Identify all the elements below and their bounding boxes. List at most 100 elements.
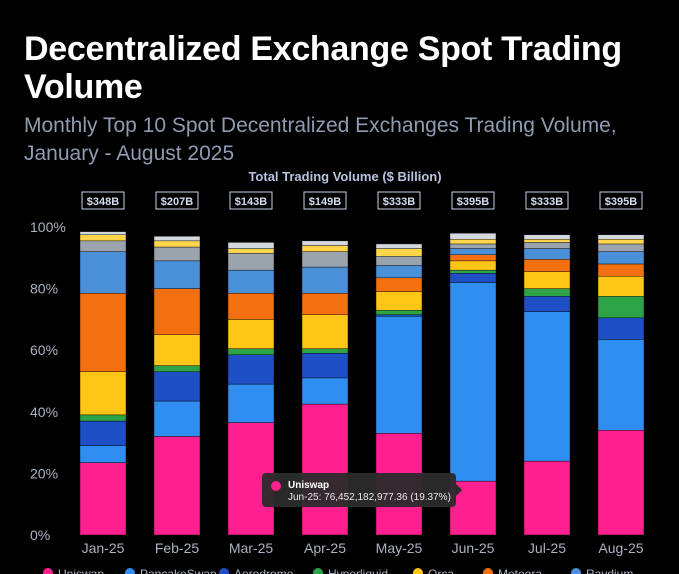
bar-segment-aerodrome[interactable] — [597, 317, 645, 340]
bar-segment-hyperliquid[interactable] — [523, 288, 571, 297]
x-tick-label: Jun-25 — [452, 540, 495, 556]
y-tick-label: 100% — [30, 219, 66, 235]
bar-segment-other-c[interactable] — [153, 236, 201, 242]
bar-segment-other-c[interactable] — [79, 231, 127, 235]
bar-segment-other-b[interactable] — [79, 234, 127, 242]
legend-item-raydium[interactable]: Raydium — [571, 567, 633, 574]
bar-segment-pancakeswap[interactable] — [375, 316, 423, 434]
bar-segment-meteora[interactable] — [449, 254, 497, 262]
bar-segment-other-a[interactable] — [523, 242, 571, 249]
bar-segment-other-a[interactable] — [227, 252, 275, 271]
bar-segment-meteora[interactable] — [153, 288, 201, 336]
bar-segment-raydium[interactable] — [153, 260, 201, 289]
bar-segment-uniswap[interactable] — [301, 403, 349, 536]
bar-segment-other-c[interactable] — [523, 234, 571, 240]
bar-segment-uniswap[interactable] — [79, 462, 127, 536]
legend-item-hyperliquid[interactable]: Hyperliquid — [313, 567, 388, 574]
bar-segment-pancakeswap[interactable] — [449, 282, 497, 482]
bar-segment-aerodrome[interactable] — [227, 354, 275, 385]
bar-segment-other-b[interactable] — [523, 239, 571, 243]
bar-segment-other-a[interactable] — [597, 243, 645, 252]
bar-segment-orca[interactable] — [523, 271, 571, 289]
y-tick-label: 60% — [30, 342, 58, 358]
bar-column-mar-25 — [227, 242, 275, 536]
bar-segment-other-c[interactable] — [375, 243, 423, 249]
bar-segment-meteora[interactable] — [79, 293, 127, 372]
bar-segment-meteora[interactable] — [523, 259, 571, 272]
bar-column-feb-25 — [153, 236, 201, 536]
y-tick-label: 80% — [30, 281, 58, 297]
bar-segment-hyperliquid[interactable] — [449, 269, 497, 274]
bar-segment-aerodrome[interactable] — [153, 371, 201, 402]
legend-item-meteora[interactable]: Meteora — [483, 567, 542, 574]
bar-segment-pancakeswap[interactable] — [79, 445, 127, 463]
bar-segment-pancakeswap[interactable] — [227, 383, 275, 423]
total-label-text: $348B — [87, 196, 119, 208]
bar-segment-raydium[interactable] — [523, 248, 571, 260]
bar-segment-other-b[interactable] — [227, 248, 275, 254]
bar-segment-hyperliquid[interactable] — [153, 365, 201, 372]
y-tick-label: 20% — [30, 465, 58, 481]
bar-segment-raydium[interactable] — [301, 266, 349, 294]
bar-segment-hyperliquid[interactable] — [227, 348, 275, 356]
total-label-text: $395B — [457, 196, 489, 208]
bar-segment-other-a[interactable] — [153, 246, 201, 262]
total-label-text: $143B — [235, 196, 267, 208]
bar-segment-aerodrome[interactable] — [301, 353, 349, 379]
bar-segment-raydium[interactable] — [597, 251, 645, 265]
bar-segment-other-c[interactable] — [449, 232, 497, 240]
bar-segment-aerodrome[interactable] — [79, 420, 127, 446]
bar-segment-meteora[interactable] — [301, 293, 349, 315]
bar-segment-hyperliquid[interactable] — [597, 296, 645, 319]
bar-segment-orca[interactable] — [375, 291, 423, 311]
legend-marker — [43, 568, 53, 574]
bar-segment-orca[interactable] — [301, 314, 349, 349]
bar-segment-raydium[interactable] — [227, 269, 275, 294]
bar-segment-pancakeswap[interactable] — [301, 377, 349, 405]
bar-segment-other-a[interactable] — [301, 251, 349, 268]
bar-segment-pancakeswap[interactable] — [523, 311, 571, 462]
legend-item-pancakeswap[interactable]: PancakeSwap — [125, 567, 217, 574]
x-tick-label: May-25 — [376, 540, 423, 556]
legend-item-aerodrome[interactable]: Aerodrome — [219, 567, 294, 574]
bar-segment-meteora[interactable] — [227, 293, 275, 320]
legend-marker — [313, 568, 323, 574]
bar-segment-orca[interactable] — [227, 319, 275, 349]
y-tick-label: 40% — [30, 404, 58, 420]
bar-segment-meteora[interactable] — [375, 277, 423, 292]
bar-segment-aerodrome[interactable] — [375, 314, 423, 317]
bar-segment-pancakeswap[interactable] — [597, 339, 645, 431]
bar-segment-raydium[interactable] — [449, 248, 497, 255]
bar-segment-meteora[interactable] — [597, 263, 645, 277]
bar-segment-hyperliquid[interactable] — [79, 414, 127, 422]
bar-segment-raydium[interactable] — [79, 251, 127, 294]
legend-label: Hyperliquid — [328, 567, 388, 574]
bar-segment-uniswap[interactable] — [153, 436, 201, 536]
bar-segment-uniswap[interactable] — [523, 460, 571, 536]
bar-segment-orca[interactable] — [449, 260, 497, 271]
bar-segment-orca[interactable] — [153, 334, 201, 366]
bar-segment-aerodrome[interactable] — [523, 296, 571, 312]
bar-segment-hyperliquid[interactable] — [301, 348, 349, 354]
bar-segment-other-b[interactable] — [449, 239, 497, 245]
bar-segment-hyperliquid[interactable] — [375, 309, 423, 315]
bar-segment-other-b[interactable] — [597, 239, 645, 245]
bar-segment-other-b[interactable] — [301, 245, 349, 252]
legend-item-uniswap[interactable]: Uniswap — [43, 567, 104, 574]
bar-segment-other-c[interactable] — [227, 242, 275, 249]
tooltip-pointer — [456, 484, 462, 496]
bar-segment-other-c[interactable] — [597, 234, 645, 240]
bar-segment-orca[interactable] — [79, 371, 127, 416]
legend-item-orca[interactable]: Orca — [413, 567, 454, 574]
bar-segment-other-a[interactable] — [375, 256, 423, 266]
bar-segment-aerodrome[interactable] — [449, 273, 497, 283]
bar-segment-other-a[interactable] — [79, 240, 127, 252]
bar-segment-pancakeswap[interactable] — [153, 400, 201, 437]
bar-segment-orca[interactable] — [597, 276, 645, 297]
bar-segment-uniswap[interactable] — [597, 430, 645, 536]
bar-segment-other-b[interactable] — [375, 248, 423, 257]
bar-segment-other-c[interactable] — [301, 240, 349, 246]
bar-segment-other-a[interactable] — [449, 243, 497, 249]
bar-segment-other-b[interactable] — [153, 240, 201, 248]
bar-segment-raydium[interactable] — [375, 265, 423, 279]
